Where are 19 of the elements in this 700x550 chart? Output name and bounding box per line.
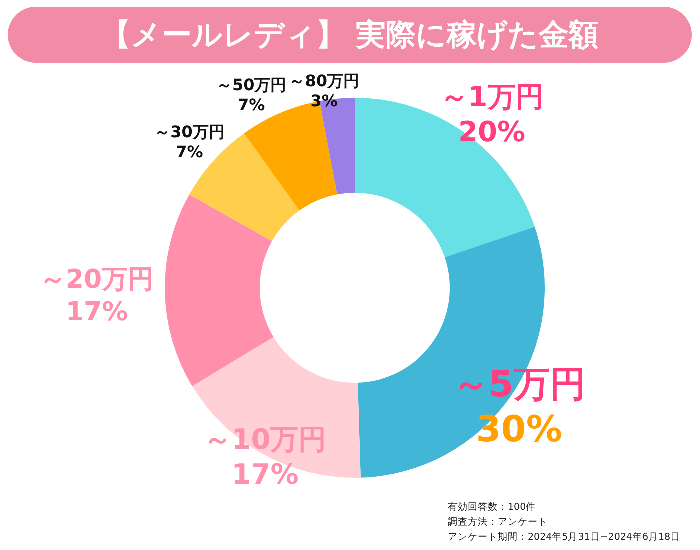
slice-label: ～20万円: [40, 264, 154, 295]
text: アンケート期間：2024年5月31日−2024年6月18日: [448, 531, 681, 545]
data-label: 20%: [458, 116, 526, 149]
data-label: 7%: [176, 142, 204, 162]
slice-label: ～50万円: [216, 76, 287, 95]
text: 調査方法：アンケート: [448, 516, 549, 530]
chart-title: 【メールレディ】 実際に稼げた金額: [8, 7, 692, 63]
slice-label: ～1万円: [440, 80, 544, 114]
slice-label: ～80万円: [289, 71, 360, 90]
data-label: 17%: [66, 297, 128, 328]
data-label: 7%: [238, 96, 266, 115]
data-label: 3%: [310, 91, 338, 110]
data-label: 30%: [476, 410, 562, 451]
data-label: 17%: [232, 458, 299, 491]
slice-label: ～10万円: [204, 422, 327, 456]
slice-label: ～30万円: [154, 122, 225, 142]
donut-slice: [165, 194, 274, 386]
slice-label: ～5万円: [452, 364, 586, 406]
text: 有効回答数：100件: [448, 501, 538, 515]
